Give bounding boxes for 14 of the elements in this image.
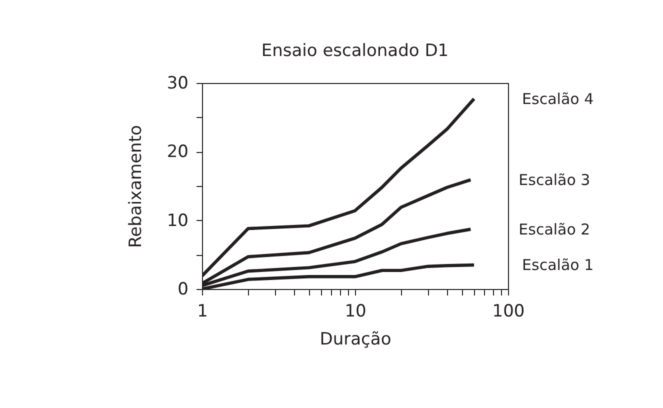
y-tick-label: 0 — [178, 280, 188, 300]
text: Escalão 2 — [518, 220, 590, 238]
y-axis-title: Rebaixamento — [126, 125, 146, 248]
x-axis-title: Duração — [320, 330, 392, 350]
x-tick-label: 1 — [197, 302, 208, 322]
y-tick-label: 30 — [166, 74, 188, 94]
text: Escalão 1 — [522, 256, 594, 274]
x-tick-label: 100 — [492, 302, 525, 322]
text: Escalão 3 — [518, 170, 590, 189]
y-tick-label: 20 — [166, 142, 188, 162]
x-tick-label: 10 — [344, 302, 366, 322]
y-tick-label: 10 — [166, 210, 188, 231]
chart-title: Ensaio escalonado D1 — [261, 41, 449, 61]
text: Escalão 4 — [522, 90, 594, 108]
